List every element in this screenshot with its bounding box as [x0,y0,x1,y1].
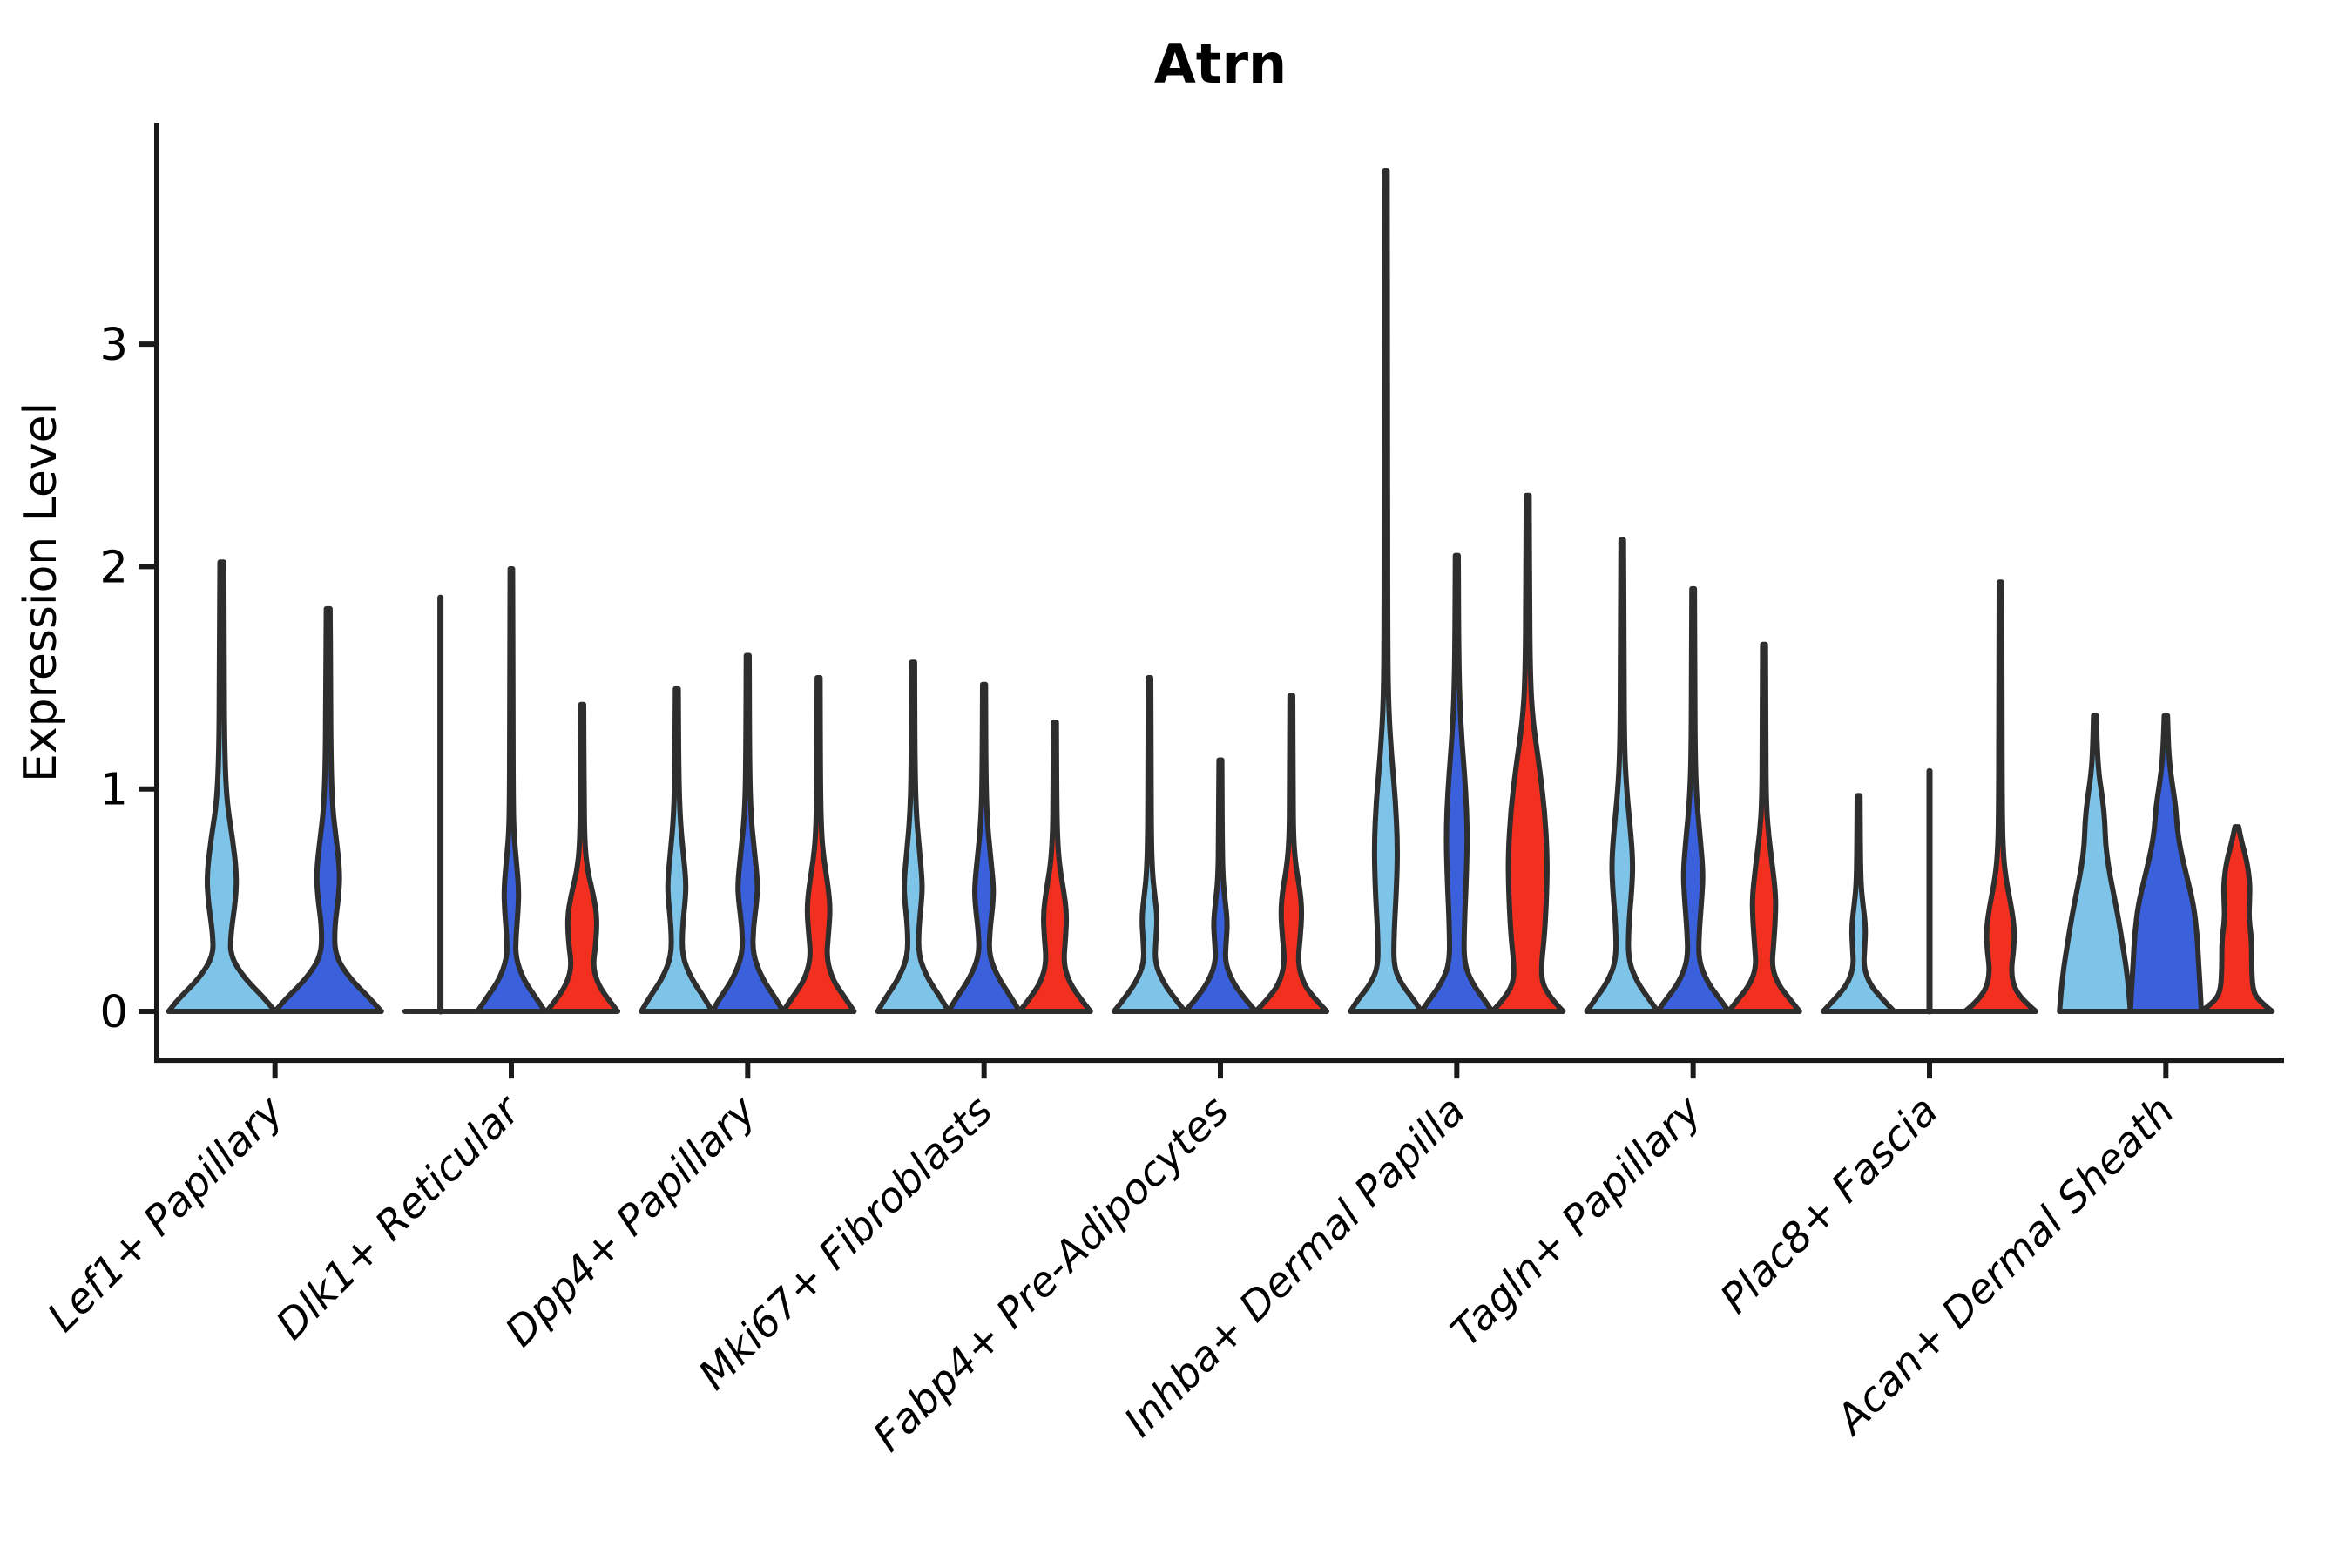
violin-5-light-blue [1348,168,1424,1014]
y-tick-label: 0 [100,987,128,1038]
y-tick-label: 2 [100,542,128,593]
x-tick-label-7: Plac8+ Fascia [1711,1087,1947,1323]
violin-4-dark-blue [1182,757,1259,1014]
violin-3-red [1017,720,1093,1014]
y-tick-label: 3 [100,320,128,371]
violin-1-red [544,701,621,1014]
violin-2-red [781,675,857,1014]
y-axis-label: Expression Level [15,402,67,782]
violin-8-dark-blue [2127,713,2204,1014]
violin-6-light-blue [1584,537,1660,1014]
x-tick-label-1: Dlk1+ Reticular [267,1085,531,1349]
violin-5-dark-blue [1418,552,1495,1014]
x-tick-label-6: Tagln+ Papillary [1442,1086,1712,1356]
violin-8-red [2199,824,2275,1014]
violin-7-light-blue [1820,793,1897,1014]
plot-title: Atrn [1154,32,1287,96]
violin-4-red [1253,693,1330,1014]
x-tick-label-0: Lef1+ Papillary [38,1086,294,1342]
violin-4-light-blue [1111,675,1188,1014]
violin-6-dark-blue [1655,585,1732,1014]
x-tick-label-2: Dpp4+ Papillary [497,1086,767,1356]
violin-7-red [1962,579,2039,1014]
violin-3-dark-blue [946,681,1023,1014]
violin-5-red [1490,492,1566,1014]
violin-2-light-blue [639,686,715,1014]
violin-3-light-blue [875,659,951,1014]
violin-8-light-blue [2057,713,2133,1014]
violin-0-light-blue [166,559,278,1014]
violin-6-red [1726,641,1802,1014]
violin-1-dark-blue [475,566,548,1014]
violin-2-dark-blue [709,652,786,1014]
violin-0-dark-blue [272,605,384,1014]
y-tick-label: 1 [100,765,128,816]
